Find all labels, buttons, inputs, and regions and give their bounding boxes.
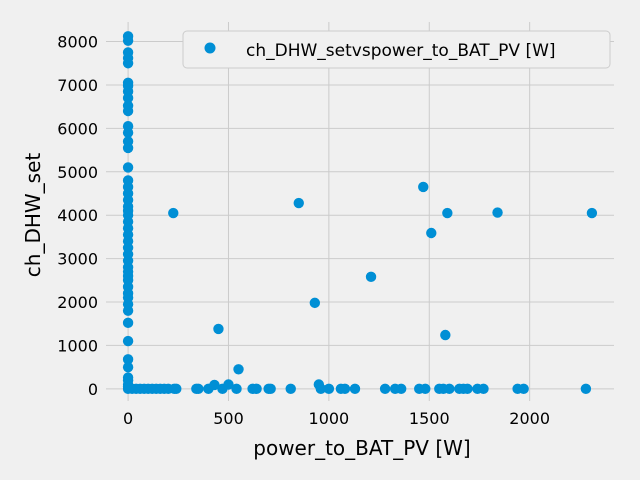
data-point [265,383,276,395]
data-point [122,354,134,365]
data-point [285,383,296,395]
data-point [122,317,134,329]
x-tick-label: 1500 [409,409,450,428]
data-point [442,207,453,219]
data-point [580,383,592,395]
data-point [193,383,204,395]
legend-marker [204,42,216,54]
data-point [251,383,262,395]
y-tick-label: 4000 [57,206,98,225]
y-tick-label: 1000 [57,336,98,355]
data-point [349,383,361,395]
data-point [586,207,598,219]
data-point [379,383,391,395]
data-point [209,379,220,391]
legend-entry: ch_DHW_setvspower_to_BAT_PV [W] [246,41,556,61]
data-point [223,379,234,390]
data-point [213,323,224,335]
y-tick-label: 8000 [57,33,98,52]
data-point [122,35,134,46]
data-point [293,197,304,209]
data-point [365,271,377,283]
y-tick-label: 6000 [57,119,98,138]
data-point [168,207,179,219]
data-point [122,127,134,138]
data-point [122,335,134,347]
data-point [122,142,134,154]
data-point [492,207,503,218]
data-point [323,383,335,395]
data-point [122,162,134,173]
data-point [478,383,489,395]
data-point [315,383,327,395]
data-point [309,297,321,309]
data-point [444,383,455,395]
y-tick-label: 3000 [57,250,98,269]
data-point [418,181,429,193]
data-point [426,227,437,239]
legend: ch_DHW_setvspower_to_BAT_PV [W] [182,30,611,69]
data-point [231,383,242,395]
y-tick-label: 5000 [57,163,98,182]
data-point [171,383,182,395]
data-point [122,92,134,104]
y-tick-label: 2000 [57,293,98,312]
data-point [462,383,473,395]
legend-box [182,30,611,69]
x-tick-label: 1000 [309,409,350,428]
scatter-points [122,31,598,395]
y-axis-label: ch_DHW_set [21,153,45,278]
data-point [420,383,431,395]
data-point [440,329,451,341]
data-point [122,361,134,373]
x-tick-labels: 0 500 1000 1500 2000 [123,409,550,428]
x-tick-label: 0 [123,409,133,428]
x-tick-label: 2000 [509,409,550,428]
y-tick-labels: 0 1000 2000 3000 4000 5000 6000 7000 8000 [57,33,98,399]
data-point [122,305,134,316]
data-point [339,383,351,395]
y-tick-label: 0 [88,380,98,399]
y-tick-label: 7000 [57,76,98,95]
data-point [518,383,529,395]
data-point [122,105,134,117]
data-point [122,58,134,69]
x-axis-label: power_to_BAT_PV [W] [253,436,470,460]
data-point [395,383,407,395]
x-tick-label: 500 [213,409,244,428]
data-point [233,364,244,375]
